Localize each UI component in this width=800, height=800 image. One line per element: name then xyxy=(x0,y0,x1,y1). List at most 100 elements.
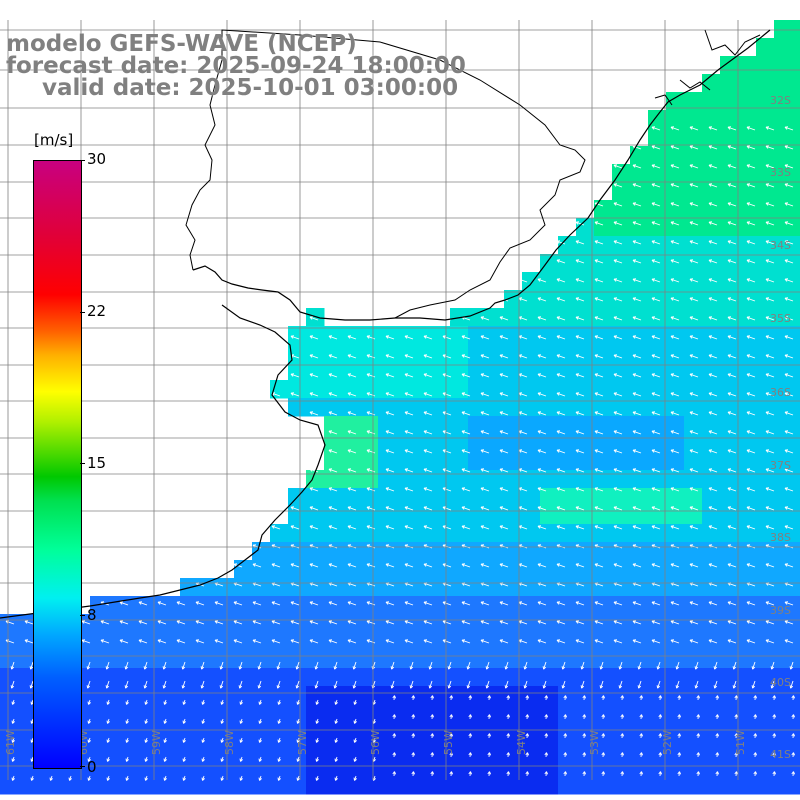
field-cell xyxy=(270,560,289,579)
field-cell xyxy=(360,416,379,435)
wind-arrow xyxy=(144,737,149,743)
field-cell xyxy=(558,308,577,327)
wind-arrow xyxy=(563,771,568,777)
colorbar-tickmark-22 xyxy=(80,312,85,313)
wind-arrow xyxy=(708,183,718,188)
field-cell xyxy=(18,704,37,723)
wind-arrow xyxy=(772,771,777,777)
wind-arrow xyxy=(144,775,149,781)
wind-arrow xyxy=(347,430,357,435)
wind-arrow xyxy=(656,661,661,670)
wind-arrow xyxy=(385,601,395,606)
wind-arrow xyxy=(271,620,281,625)
wind-arrow xyxy=(328,620,338,625)
wind-arrow xyxy=(328,373,338,378)
field-cell xyxy=(702,128,721,147)
field-cell xyxy=(342,524,361,543)
field-cell xyxy=(774,650,793,669)
field-cell xyxy=(450,326,469,345)
wind-arrow xyxy=(708,316,718,321)
wind-arrow xyxy=(772,695,777,701)
wind-arrow xyxy=(480,506,490,511)
wind-arrow xyxy=(404,639,414,644)
wind-arrow xyxy=(708,202,718,207)
field-cell xyxy=(396,704,415,723)
wind-arrow xyxy=(352,680,357,689)
wind-arrow xyxy=(385,525,395,530)
field-cell xyxy=(504,398,523,417)
field-cell xyxy=(684,542,703,561)
wind-arrow xyxy=(784,126,794,131)
wind-arrow xyxy=(328,392,338,397)
field-cell xyxy=(108,614,127,633)
field-cell xyxy=(630,488,649,507)
field-cell xyxy=(324,758,343,777)
field-cell xyxy=(612,614,631,633)
field-cell xyxy=(756,452,775,471)
field-cell xyxy=(738,74,757,93)
field-cell xyxy=(558,254,577,273)
wind-arrow xyxy=(309,620,319,625)
wind-arrow xyxy=(290,316,300,321)
field-cell xyxy=(324,470,343,489)
field-cell xyxy=(288,722,307,741)
wind-arrow xyxy=(537,354,547,359)
wind-arrow xyxy=(442,430,452,435)
field-cell xyxy=(414,722,433,741)
field-cell xyxy=(684,524,703,543)
wind-arrow xyxy=(499,316,509,321)
field-cell xyxy=(486,704,505,723)
wind-arrow xyxy=(366,563,376,568)
wind-arrow xyxy=(353,756,358,762)
wind-arrow xyxy=(366,411,376,416)
field-cell xyxy=(648,452,667,471)
field-cell xyxy=(522,524,541,543)
field-cell xyxy=(720,596,739,615)
field-cell xyxy=(612,776,631,795)
wind-arrow xyxy=(708,145,718,150)
field-cell xyxy=(774,668,793,687)
field-cell xyxy=(450,470,469,489)
field-cell xyxy=(774,758,793,777)
field-cell xyxy=(306,686,325,705)
field-cell xyxy=(324,398,343,417)
wind-arrow xyxy=(632,316,642,321)
field-cell xyxy=(450,524,469,543)
wind-arrow xyxy=(442,601,452,606)
field-cell xyxy=(774,110,793,129)
wind-arrow xyxy=(689,506,699,511)
field-cell xyxy=(648,362,667,381)
field-cell xyxy=(180,686,199,705)
wind-arrow xyxy=(404,335,414,340)
wind-arrow xyxy=(442,411,452,416)
wind-arrow xyxy=(670,411,680,416)
wind-arrow xyxy=(594,620,604,625)
wind-arrow xyxy=(727,164,737,169)
field-cell xyxy=(432,542,451,561)
field-cell xyxy=(450,596,469,615)
wind-arrow xyxy=(423,487,433,492)
wind-arrow xyxy=(182,737,187,743)
wind-arrow xyxy=(385,468,395,473)
coastline xyxy=(0,29,771,619)
wind-arrow xyxy=(784,202,794,207)
field-cell xyxy=(738,506,757,525)
field-cell xyxy=(486,560,505,579)
field-cell xyxy=(126,776,145,795)
field-cell xyxy=(648,434,667,453)
field-cell xyxy=(18,722,37,741)
field-cell xyxy=(324,416,343,435)
field-cell xyxy=(378,380,397,399)
wind-arrow xyxy=(594,411,604,416)
field-cell xyxy=(594,452,613,471)
wind-arrow xyxy=(181,661,186,670)
field-cell xyxy=(126,740,145,759)
wind-arrow xyxy=(651,278,661,283)
wind-arrow xyxy=(506,752,511,758)
field-cell xyxy=(594,614,613,633)
wind-arrow xyxy=(333,680,338,689)
field-cell xyxy=(270,776,289,795)
field-cell xyxy=(414,380,433,399)
field-cell xyxy=(144,668,163,687)
wind-arrow xyxy=(708,506,718,511)
